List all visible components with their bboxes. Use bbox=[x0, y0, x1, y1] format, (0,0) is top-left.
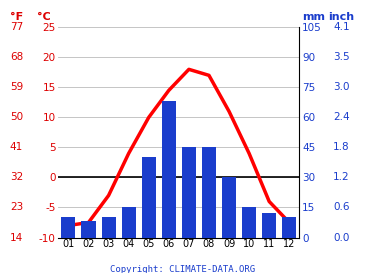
Text: 3.0: 3.0 bbox=[333, 82, 350, 92]
Text: 23: 23 bbox=[10, 203, 23, 212]
Text: 0.0: 0.0 bbox=[333, 233, 349, 242]
Text: 0.6: 0.6 bbox=[333, 203, 350, 212]
Text: 14: 14 bbox=[10, 233, 23, 242]
Bar bbox=[142, 158, 156, 238]
Text: 59: 59 bbox=[10, 82, 23, 92]
Text: 50: 50 bbox=[10, 112, 23, 122]
Bar bbox=[242, 207, 256, 238]
Bar bbox=[262, 213, 276, 238]
Text: inch: inch bbox=[328, 12, 354, 22]
Text: Copyright: CLIMATE-DATA.ORG: Copyright: CLIMATE-DATA.ORG bbox=[110, 265, 255, 273]
Bar bbox=[81, 221, 96, 238]
Text: 41: 41 bbox=[10, 143, 23, 152]
Bar bbox=[282, 218, 296, 238]
Bar bbox=[202, 147, 216, 238]
Bar bbox=[122, 207, 136, 238]
Bar bbox=[182, 147, 196, 238]
Text: °F: °F bbox=[10, 12, 23, 22]
Bar bbox=[222, 177, 236, 238]
Text: 1.2: 1.2 bbox=[333, 173, 350, 182]
Text: °C: °C bbox=[37, 12, 51, 22]
Bar bbox=[61, 218, 76, 238]
Text: 68: 68 bbox=[10, 52, 23, 62]
Text: 32: 32 bbox=[10, 173, 23, 182]
Text: 3.5: 3.5 bbox=[333, 52, 350, 62]
Text: 77: 77 bbox=[10, 22, 23, 32]
Text: 2.4: 2.4 bbox=[333, 112, 350, 122]
Text: mm: mm bbox=[302, 12, 326, 22]
Text: 4.1: 4.1 bbox=[333, 22, 350, 32]
Bar bbox=[162, 101, 176, 238]
Text: 1.8: 1.8 bbox=[333, 143, 350, 152]
Bar bbox=[101, 218, 116, 238]
